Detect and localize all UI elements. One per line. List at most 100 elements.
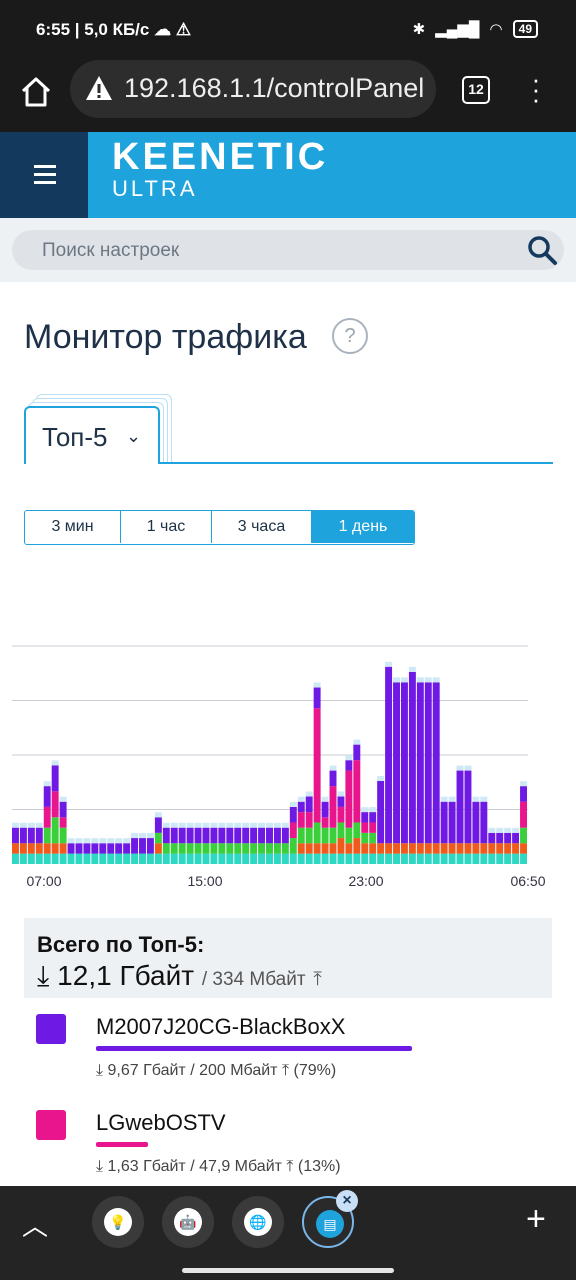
device-share-bar (96, 1142, 148, 1147)
chart-bar-segment (512, 832, 520, 844)
chart-bar-segment (91, 843, 99, 854)
chart-bar-segment (472, 843, 480, 854)
chart-bar-segment (250, 827, 258, 844)
chart-bar-segment (123, 843, 131, 854)
chart-bar-segment (266, 843, 273, 854)
chart-bar-segment (488, 843, 496, 854)
chart-bar-segment (202, 853, 210, 864)
chart-bar-segment (59, 801, 67, 818)
device-share-bar (96, 1046, 412, 1051)
device-stats: ⤓ 9,67 Гбайт / 200 Мбайт ⤒ (79%) (96, 1062, 337, 1079)
new-tab-icon[interactable]: + (526, 1200, 546, 1238)
summary-panel: Всего по Топ-5: ⤓ 12,1 Гбайт / 334 Мбайт… (24, 918, 552, 998)
globe-icon: 🌐 (244, 1208, 272, 1236)
chart-bar-segment (424, 843, 432, 854)
chart-bar-segment (43, 786, 51, 807)
chart-bar-cap (297, 796, 305, 802)
chart-bar-segment (369, 853, 377, 864)
chart-bar-segment (131, 838, 139, 854)
tab-switcher-button[interactable]: 12 (462, 76, 490, 104)
x-tick-label: 23:00 (348, 873, 383, 889)
search-icon[interactable] (526, 234, 558, 266)
chart-bar-cap (266, 822, 273, 828)
chart-bar-segment (432, 843, 440, 854)
chart-bar-cap (19, 822, 27, 828)
chart-bar-segment (59, 853, 67, 864)
chart-bar-cap (432, 677, 440, 683)
period-1day-button[interactable]: 1 день (312, 511, 414, 543)
chart-bar-segment (440, 801, 448, 844)
hamburger-menu-button[interactable] (0, 132, 88, 218)
chart-bar-segment (266, 853, 273, 864)
chart-bar-segment (154, 817, 162, 833)
chart-bar-cap (281, 822, 289, 828)
chart-bar-segment (400, 853, 408, 864)
search-row: Поиск настроек (0, 218, 576, 282)
chart-bar-segment (281, 827, 289, 844)
chart-bar-segment (353, 838, 361, 854)
period-1h-button[interactable]: 1 час (121, 511, 212, 543)
chart-bar-segment (27, 843, 35, 854)
chart-bar-segment (313, 843, 321, 854)
chart-bar-cap (99, 838, 107, 844)
chart-bar-cap (258, 822, 266, 828)
app-header: KEENETIC ULTRA (0, 132, 576, 218)
chart-bar-segment (59, 843, 67, 854)
chart-bar-segment (194, 853, 202, 864)
chart-bar-segment (99, 853, 107, 864)
chart-bar-cap (170, 822, 178, 828)
chart-bar-segment (361, 832, 369, 844)
chart-bar-segment (472, 801, 480, 844)
chart-bar-segment (27, 827, 35, 844)
chart-bar-segment (178, 843, 186, 854)
chart-bar-segment (194, 827, 202, 844)
help-icon[interactable]: ? (332, 318, 368, 354)
chart-bar-segment (416, 843, 424, 854)
chart-bar-segment (353, 744, 361, 761)
search-input[interactable]: Поиск настроек (12, 230, 564, 270)
home-icon[interactable] (18, 74, 54, 110)
chart-bar-segment (289, 806, 297, 823)
chart-bar-segment (170, 827, 178, 844)
status-bar: 6:55 | 5,0 КБ/с ☁ ⚠ ✱ ▂▄▆█ ◠ 49 (0, 0, 576, 60)
chart-bar-segment (19, 843, 27, 854)
url-bar[interactable]: 192.168.1.1/controlPanel (70, 60, 436, 118)
chart-bar-segment (385, 853, 393, 864)
chart-bar-segment (321, 827, 329, 844)
more-menu-icon[interactable]: · · · (531, 64, 541, 114)
period-3h-button[interactable]: 3 часа (212, 511, 312, 543)
battery-icon: 49 (512, 20, 538, 38)
close-icon[interactable]: × (336, 1190, 358, 1212)
period-3min-button[interactable]: 3 мин (25, 511, 121, 543)
chart-bar-segment (424, 682, 432, 844)
chart-bar-segment (289, 853, 297, 864)
tab-group-item-active[interactable]: ▤ (302, 1196, 354, 1248)
chart-bar-segment (393, 843, 400, 854)
chart-bar-cap (504, 827, 512, 833)
chart-bar-segment (154, 832, 162, 844)
chart-bar-segment (43, 806, 51, 828)
tab-group-item[interactable]: 🌐 (232, 1196, 284, 1248)
chart-bar-cap (385, 661, 393, 667)
summary-download: 12,1 Гбайт (57, 960, 195, 991)
chart-bar-cap (91, 838, 99, 844)
chart-bar-segment (218, 843, 226, 854)
chart-bar-segment (321, 817, 329, 828)
chart-bar-segment (43, 853, 51, 864)
chart-bar-segment (218, 853, 226, 864)
chart-bar-cap (27, 822, 35, 828)
chart-bar-cap (12, 822, 19, 828)
chevron-up-icon[interactable]: ︿ (22, 1211, 49, 1241)
tab-group-item[interactable]: 🤖 (162, 1196, 214, 1248)
chart-bar-segment (226, 843, 234, 854)
chart-bar-segment (353, 822, 361, 839)
tab-underline (160, 462, 553, 464)
chart-bar-cap (210, 822, 218, 828)
x-tick-label: 15:00 (187, 873, 222, 889)
url-text: 192.168.1.1/controlPanel (124, 73, 425, 103)
tab-group-item[interactable]: 💡 (92, 1196, 144, 1248)
chart-bar-segment (273, 827, 281, 844)
chart-bar-segment (369, 822, 377, 833)
chart-bar-segment (281, 853, 289, 864)
chart-bar-cap (131, 833, 139, 839)
